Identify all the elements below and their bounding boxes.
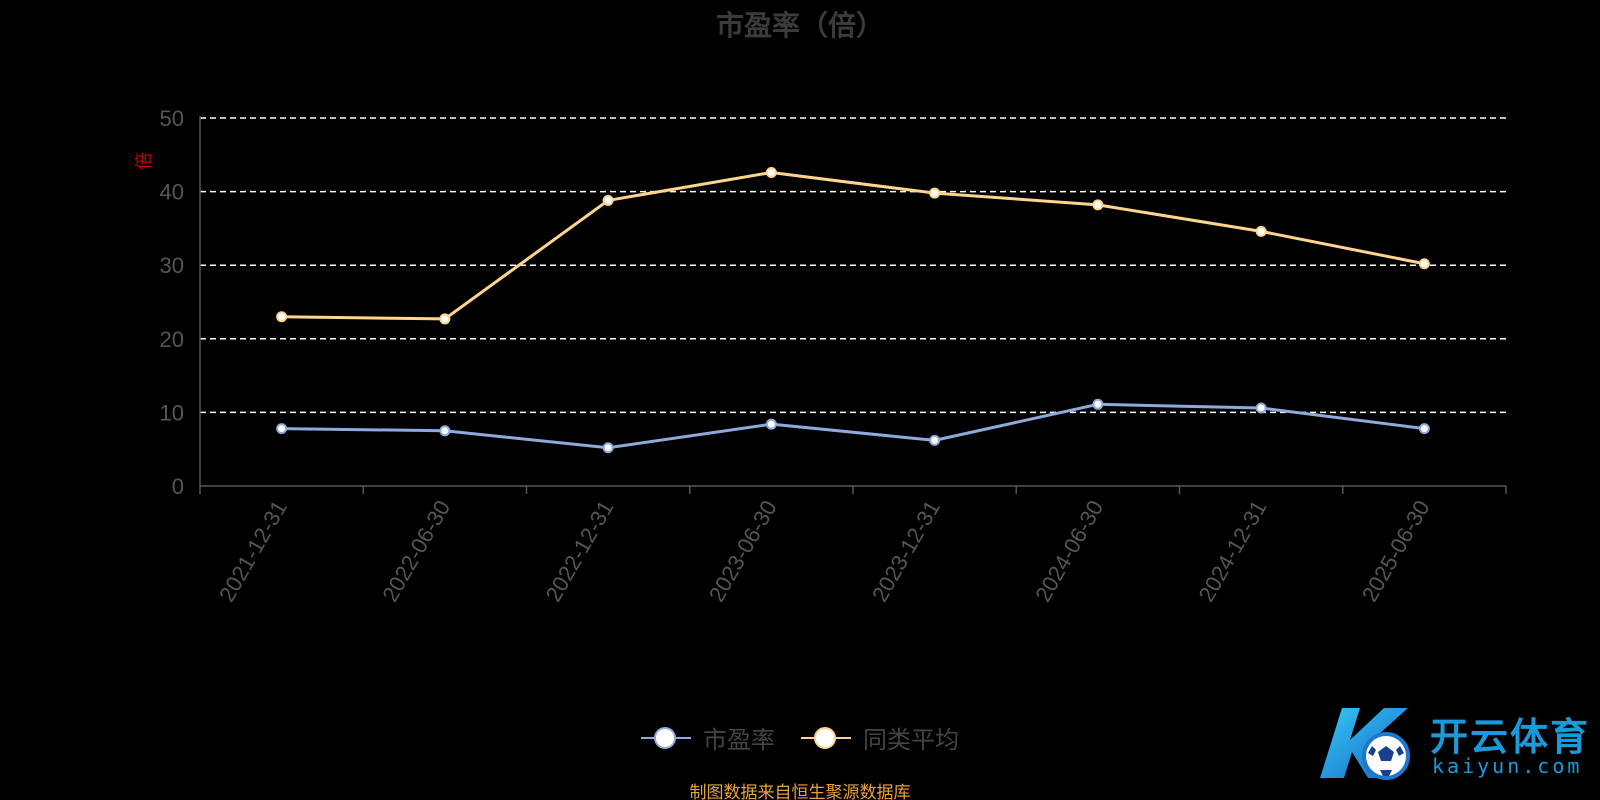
series-point-1 [1418,258,1430,270]
legend-dot-pe [654,726,676,749]
chart-title: 市盈率（倍） [715,9,884,42]
legend-symbol-pe [641,726,691,750]
series-point-1 [276,311,288,323]
legend-label-peer-average: 同类平均 [863,726,959,754]
chart-legend: 市盈率 同类平均 [0,720,1600,755]
legend-dot-peer-average [814,726,836,749]
x-tick-label: 2025-06-30 [1357,496,1435,606]
series-point-1 [929,187,941,199]
series-line-0 [281,402,1425,450]
y-tick-label: 20 [160,327,184,352]
y-tick-label: 40 [160,180,184,205]
x-tick-label: 2024-12-31 [1194,496,1272,606]
series-point-0 [439,425,451,437]
y-tick-label: 30 [160,253,184,278]
series-point-1 [1092,199,1104,211]
x-tick-label: 2022-12-31 [541,496,619,606]
y-tick-label: 0 [172,474,184,499]
x-tick-label: 2023-06-30 [704,496,782,606]
x-tick-label: 2021-12-31 [214,496,292,606]
legend-label-pe: 市盈率 [703,726,775,754]
x-tick-label: 2024-06-30 [1030,496,1108,606]
data-source-note: 制图数据来自恒生聚源数据库 [689,783,911,800]
brand-watermark: 开云体育 kaiyun.com [1312,700,1592,786]
series-point-0 [1418,423,1430,435]
series-point-0 [1255,402,1267,414]
brand-name: 开云体育 [1430,715,1591,759]
k-soccer-ball-logo-icon [1320,708,1410,780]
legend-symbol-peer-average [801,726,851,750]
y-tick-label: 10 [160,400,184,425]
x-tick-label: 2023-12-31 [867,496,945,606]
series-line-1 [281,170,1425,321]
series-point-1 [1255,225,1267,237]
x-tick-label: 2022-06-30 [377,496,455,606]
series-point-1 [439,313,451,325]
series-point-0 [602,442,614,454]
series-point-1 [602,194,614,206]
legend-item-pe[interactable]: 市盈率 [641,720,775,755]
series-point-0 [929,434,941,446]
y-tick-label: 50 [160,106,184,131]
series-point-0 [765,418,777,430]
brand-domain: kaiyun.com [1432,754,1583,778]
legend-item-peer-average[interactable]: 同类平均 [801,720,959,755]
series-point-1 [765,166,777,178]
series-point-0 [276,423,288,435]
series-point-0 [1092,398,1104,410]
